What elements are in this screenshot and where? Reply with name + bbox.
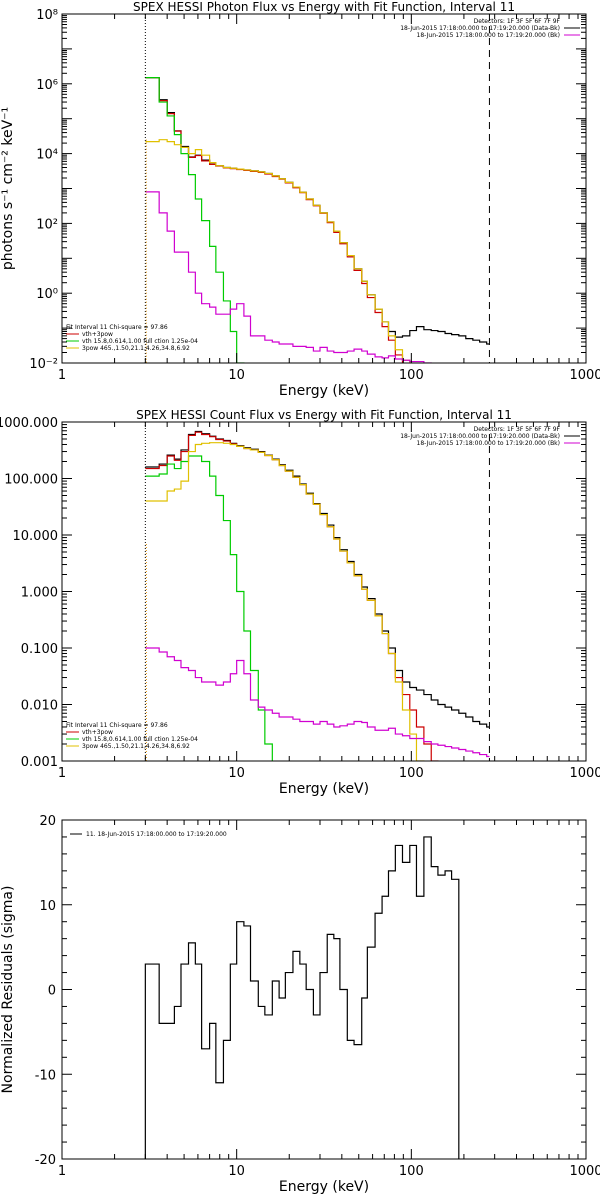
x-axis-label: Energy (keV) bbox=[279, 383, 369, 399]
plot-frame bbox=[61, 819, 587, 1160]
x-tick-label: 1 bbox=[58, 368, 66, 383]
y-tick-label: 0.010 bbox=[21, 699, 58, 714]
series-line-2 bbox=[145, 77, 404, 363]
series-line-4 bbox=[145, 442, 425, 761]
y-tick-label: 0.001 bbox=[21, 755, 58, 770]
y-tick-label: 1000.000 bbox=[0, 416, 58, 431]
legend-top-left: 11. 18-Jun-2015 17:18:00.000 to 17:19:20… bbox=[70, 831, 227, 838]
legend-entry: 18-Jun-2015 17:18:00.000 to 17:19:20.000… bbox=[400, 433, 560, 440]
x-tick-label: 1000 bbox=[569, 766, 600, 781]
legend-entry: Detectors: 1F 3F 5F 6F 7F 9F bbox=[474, 426, 561, 433]
x-tick-label: 100 bbox=[399, 766, 424, 781]
y-tick-label: 1.000 bbox=[21, 586, 58, 601]
x-tick-label: 100 bbox=[399, 1164, 424, 1179]
series-line-3 bbox=[145, 455, 273, 761]
series-line-3 bbox=[145, 77, 245, 363]
y-tick-label: 10² bbox=[36, 217, 58, 232]
series-line-1 bbox=[145, 77, 490, 345]
y-axis-label: Normalized Residuals (sigma) bbox=[0, 886, 16, 1094]
y-tick-label: -20 bbox=[35, 1153, 56, 1168]
series-line-1 bbox=[144, 836, 460, 1159]
legend-entry: 11. 18-Jun-2015 17:18:00.000 to 17:19:20… bbox=[86, 831, 227, 838]
legend-top-right: Detectors: 1F 3F 5F 6F 7F 9F18-Jun-2015 … bbox=[400, 426, 580, 447]
plot-frame bbox=[61, 421, 587, 762]
series-line-2 bbox=[145, 431, 439, 761]
y-tick-label: 0 bbox=[48, 984, 56, 999]
y-tick-label: 10⁴ bbox=[36, 148, 58, 163]
x-tick-label: 1000 bbox=[569, 368, 600, 383]
y-tick-label: 20 bbox=[39, 814, 56, 829]
legend-bottom-left: Fit Interval 11 Chi-square = 97.86vth+3p… bbox=[66, 722, 198, 750]
x-axis: 1 10 100 1000 Energy (keV) bbox=[58, 14, 600, 399]
y-tick-label: 10⁶ bbox=[36, 78, 58, 93]
chart-title: SPEX HESSI Count Flux vs Energy with Fit… bbox=[136, 408, 512, 422]
legend-entry: Fit Interval 11 Chi-square = 97.86 bbox=[66, 722, 168, 729]
y-tick-label: 10⁰ bbox=[36, 287, 58, 302]
plot-frame bbox=[61, 13, 587, 364]
legend-entry: 18-Jun-2015 17:18:00.000 to 17:19:20.000… bbox=[400, 25, 560, 32]
legend-entry: 3pow 465.,1.50,21.1,4.26,34.8,6.92 bbox=[82, 345, 190, 352]
x-axis-label: Energy (keV) bbox=[279, 781, 369, 797]
plot-area bbox=[144, 836, 460, 1159]
legend-bottom-left: Fit Interval 11 Chi-square = 97.86vth+3p… bbox=[66, 324, 198, 352]
x-tick-label: 100 bbox=[399, 368, 424, 383]
chart-panel-3: 1 10 100 1000 Energy (keV) -20 -10 0 10 20 Normali… bbox=[0, 814, 600, 1195]
plot-area bbox=[145, 77, 490, 363]
chart-panel-1: SPEX HESSI Photon Flux vs Energy with Fi… bbox=[0, 0, 600, 399]
x-tick-label: 10 bbox=[228, 368, 245, 383]
y-tick-label: 10⁸ bbox=[36, 8, 58, 23]
x-tick-label: 10 bbox=[228, 766, 245, 781]
legend-entry: Fit Interval 11 Chi-square = 97.86 bbox=[66, 324, 168, 331]
x-axis: 1 10 100 1000 Energy (keV) bbox=[58, 820, 600, 1195]
series-line-5 bbox=[145, 191, 432, 363]
y-tick-label: 10 bbox=[39, 899, 56, 914]
y-axis: -20 -10 0 10 20 Normalized Residuals (sigma) bbox=[0, 814, 586, 1168]
y-tick-label: 0.100 bbox=[21, 642, 58, 657]
legend-entry: vth+3pow bbox=[82, 729, 113, 736]
legend-entry: 3pow 465.,1.50,21.1,4.26,34.8,6.92 bbox=[82, 743, 190, 750]
x-tick-label: 10 bbox=[228, 1164, 245, 1179]
legend-entry: vth+3pow bbox=[82, 331, 113, 338]
y-tick-label: -10 bbox=[35, 1068, 56, 1083]
series-line-5 bbox=[145, 647, 490, 758]
legend-entry: vth 15.8,0.614,1.00 full ction 1.25e-04 bbox=[82, 338, 198, 345]
series-line-1 bbox=[145, 430, 490, 728]
chart-title: SPEX HESSI Photon Flux vs Energy with Fi… bbox=[133, 0, 515, 14]
y-axis: 0.001 0.010 0.100 1.000 10.000 100.000 1000.00… bbox=[0, 416, 586, 770]
chart-panel-2: SPEX HESSI Count Flux vs Energy with Fit… bbox=[0, 408, 600, 797]
legend-entry: 18-Jun-2015 17:18:00.000 to 17:19:20.000… bbox=[417, 32, 560, 39]
x-tick-label: 1000 bbox=[569, 1164, 600, 1179]
x-tick-label: 1 bbox=[58, 1164, 66, 1179]
y-tick-label: 100.000 bbox=[4, 473, 58, 488]
legend-entry: Detectors: 1F 3F 5F 6F 7F 9F bbox=[474, 18, 561, 25]
y-axis: 10⁻² 10⁰ 10² 10⁴ 10⁶ 10⁸ photons s⁻¹ cm⁻² keV⁻… bbox=[0, 8, 586, 372]
x-tick-label: 1 bbox=[58, 766, 66, 781]
x-axis: 1 10 100 1000 Energy (keV) bbox=[58, 422, 600, 797]
legend-entry: vth 15.8,0.614,1.00 full ction 1.25e-04 bbox=[82, 736, 198, 743]
plot-area bbox=[145, 430, 490, 761]
y-tick-label: 10⁻² bbox=[29, 357, 58, 372]
legend-entry: 18-Jun-2015 17:18:00.000 to 17:19:20.000… bbox=[417, 440, 560, 447]
y-axis-label: photons s⁻¹ cm⁻² keV⁻¹ bbox=[0, 107, 16, 270]
series-line-4 bbox=[145, 139, 411, 363]
legend-top-right: Detectors: 1F 3F 5F 6F 7F 9F18-Jun-2015 … bbox=[400, 18, 580, 39]
x-axis-label: Energy (keV) bbox=[279, 1179, 369, 1195]
y-tick-label: 10.000 bbox=[13, 529, 59, 544]
